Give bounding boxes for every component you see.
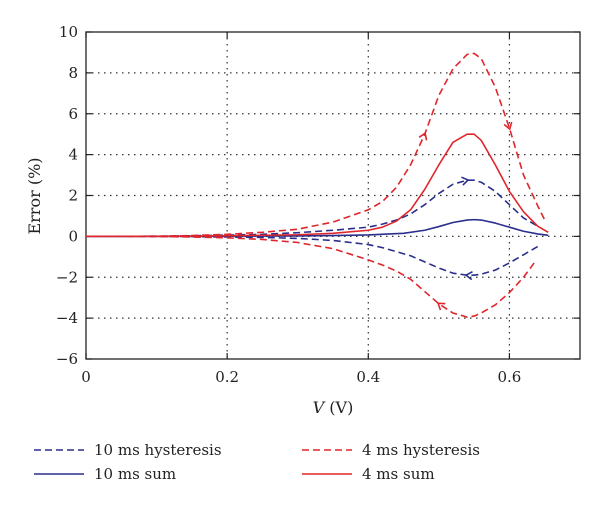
series-line-10-ms-hysteresis (86, 179, 539, 277)
y-tick-label: 8 (68, 64, 78, 82)
x-axis-unit: (V) (324, 398, 353, 417)
y-tick-label: 6 (68, 105, 78, 123)
y-tick-label: 10 (59, 23, 78, 41)
direction-arrow-10-ms-hysteresis (461, 176, 470, 186)
direction-arrow-4-ms-hysteresis (418, 131, 428, 141)
legend-label-10-ms-sum: 10 ms sum (94, 465, 176, 483)
axis-ticks: 0 0.2 0.4 0.6 −6 −4 −2 0 2 4 6 8 10 (56, 23, 580, 386)
y-tick-label: −6 (56, 350, 78, 368)
legend: 10 ms hysteresis 10 ms sum 4 ms hysteresis… (34, 441, 480, 483)
series-group (86, 52, 549, 318)
series-line-4-ms-sum (86, 133, 549, 238)
x-tick-label: 0.4 (356, 368, 380, 386)
direction-arrow-10-ms-hysteresis (464, 271, 473, 281)
x-tick-label: 0 (81, 368, 91, 386)
direction-arrow-4-ms-hysteresis (503, 121, 513, 131)
legend-label-4-ms-sum: 4 ms sum (362, 465, 435, 483)
direction-arrow-4-ms-hysteresis (436, 302, 446, 311)
legend-label-10-ms-hysteresis: 10 ms hysteresis (94, 441, 222, 459)
y-tick-label: 4 (68, 146, 78, 164)
x-tick-label: 0.6 (497, 368, 521, 386)
y-tick-label: 2 (68, 187, 78, 205)
y-tick-label: 0 (68, 227, 78, 245)
x-tick-label: 0.2 (215, 368, 239, 386)
x-axis-variable: V (313, 398, 326, 417)
grid (86, 32, 580, 359)
legend-label-4-ms-hysteresis: 4 ms hysteresis (362, 441, 480, 459)
direction-arrows (418, 121, 513, 311)
y-tick-label: −2 (56, 268, 78, 286)
y-axis-title: Error (%) (25, 157, 44, 234)
y-tick-label: −4 (56, 309, 78, 327)
series-line-10-ms-sum (86, 218, 549, 238)
x-axis-title: V (V) (313, 398, 354, 417)
